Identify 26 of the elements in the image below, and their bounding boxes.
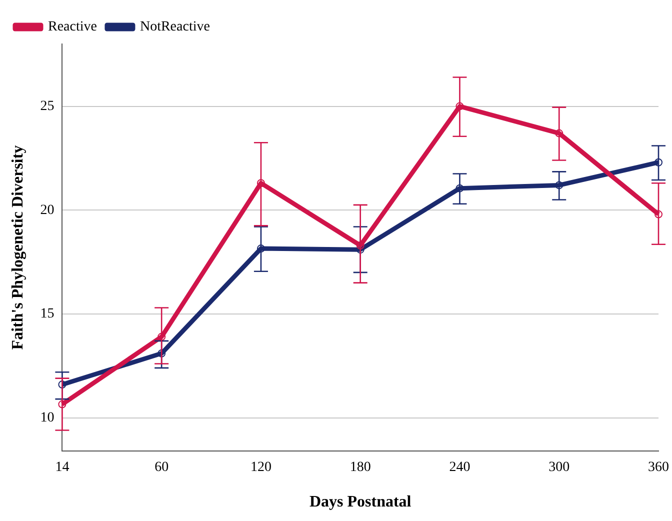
point <box>456 102 464 110</box>
x-axis-title: Days Postnatal <box>309 494 412 511</box>
x-tick-label: 240 <box>449 460 470 476</box>
x-tick-label: 120 <box>250 460 272 476</box>
point <box>555 181 564 190</box>
point <box>654 210 662 218</box>
y-tick-label: 25 <box>40 98 54 114</box>
x-tick-label: 180 <box>350 460 371 476</box>
x-tick-label: 300 <box>548 460 570 476</box>
legend-label: Reactive <box>48 20 97 35</box>
y-axis-title: Faith's Phylogenetic Diversity <box>10 145 27 350</box>
point <box>158 349 166 358</box>
x-tick-label: 14 <box>55 460 70 476</box>
point <box>555 129 564 138</box>
point <box>256 179 265 188</box>
point <box>654 158 662 166</box>
point <box>356 241 364 250</box>
y-tick-label: 20 <box>40 202 54 218</box>
legend-label: NotReactive <box>140 20 210 35</box>
point <box>256 244 265 253</box>
y-tick-label: 15 <box>40 306 54 322</box>
point <box>456 184 464 192</box>
point <box>158 332 166 341</box>
x-tick-label: 60 <box>154 460 169 476</box>
x-tick-label: 360 <box>648 460 669 476</box>
y-tick-label: 10 <box>40 410 54 426</box>
